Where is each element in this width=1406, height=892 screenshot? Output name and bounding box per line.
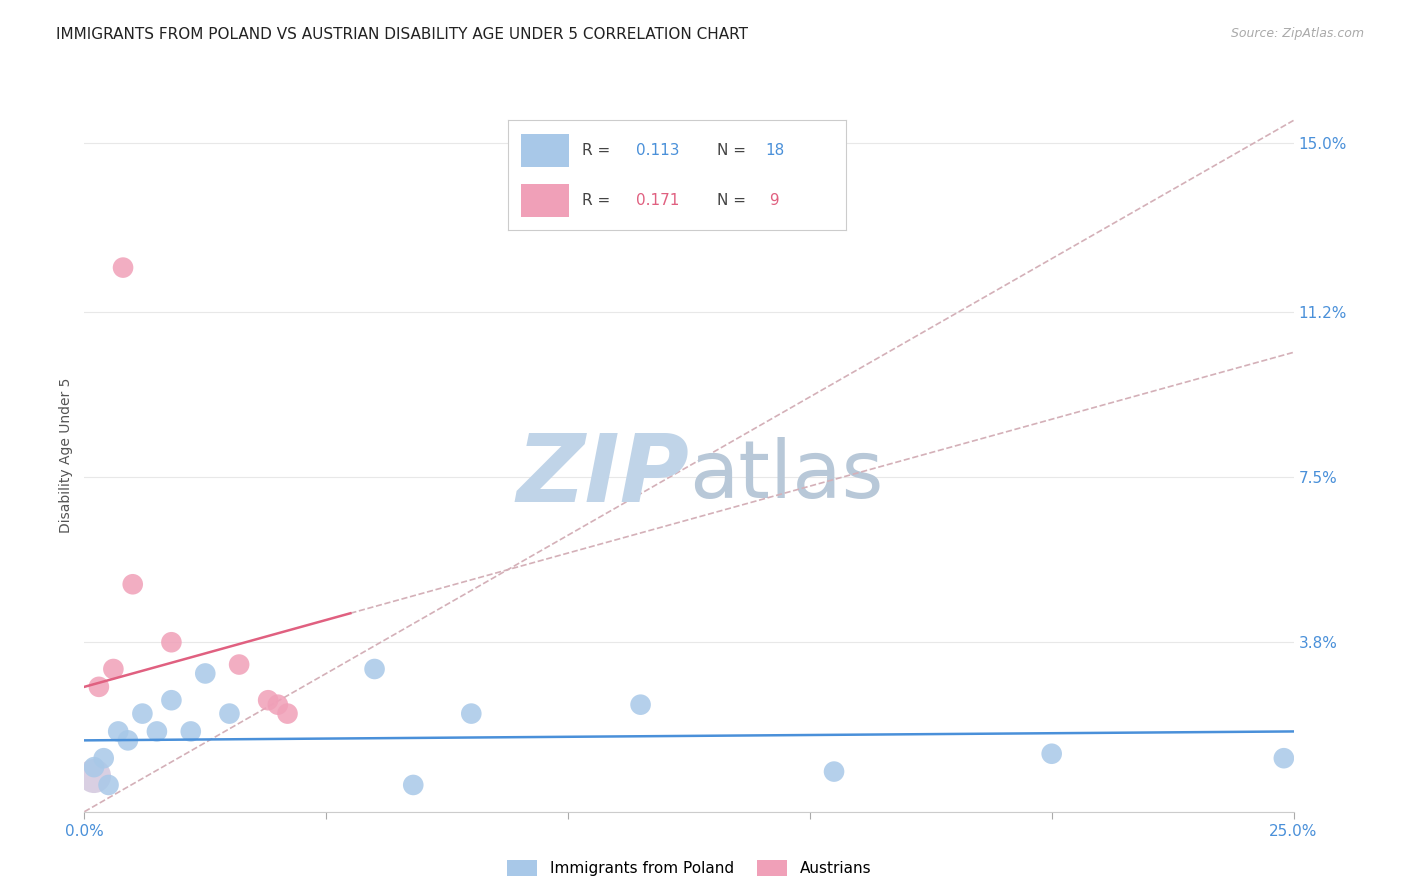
Point (97, 778, 120, 792)
Y-axis label: Disability Age Under 5: Disability Age Under 5 (59, 377, 73, 533)
Point (257, 693, 280, 707)
Point (218, 706, 240, 721)
Point (131, 706, 153, 721)
Legend: Immigrants from Poland, Austrians: Immigrants from Poland, Austrians (501, 855, 877, 882)
Point (180, 724, 202, 739)
Point (1272, 751, 1295, 765)
Point (117, 733, 139, 747)
Point (630, 698, 652, 712)
Point (460, 706, 482, 721)
Point (160, 693, 183, 707)
Point (267, 698, 290, 712)
Point (146, 724, 169, 739)
Point (83, 760, 105, 774)
Point (228, 657, 250, 672)
Point (402, 778, 425, 792)
Point (112, 260, 135, 275)
Point (93, 751, 115, 765)
Text: atlas: atlas (689, 437, 883, 516)
Point (87, 680, 110, 694)
Text: ZIP: ZIP (516, 430, 689, 523)
Point (823, 764, 845, 779)
Point (103, 662, 125, 676)
Text: IMMIGRANTS FROM POLAND VS AUSTRIAN DISABILITY AGE UNDER 5 CORRELATION CHART: IMMIGRANTS FROM POLAND VS AUSTRIAN DISAB… (56, 27, 748, 42)
Point (121, 577, 143, 591)
Point (194, 666, 217, 681)
Text: Source: ZipAtlas.com: Source: ZipAtlas.com (1230, 27, 1364, 40)
Point (363, 662, 385, 676)
Point (83, 769, 105, 783)
Point (276, 706, 298, 721)
Point (107, 724, 129, 739)
Point (160, 635, 183, 649)
Point (1040, 747, 1063, 761)
